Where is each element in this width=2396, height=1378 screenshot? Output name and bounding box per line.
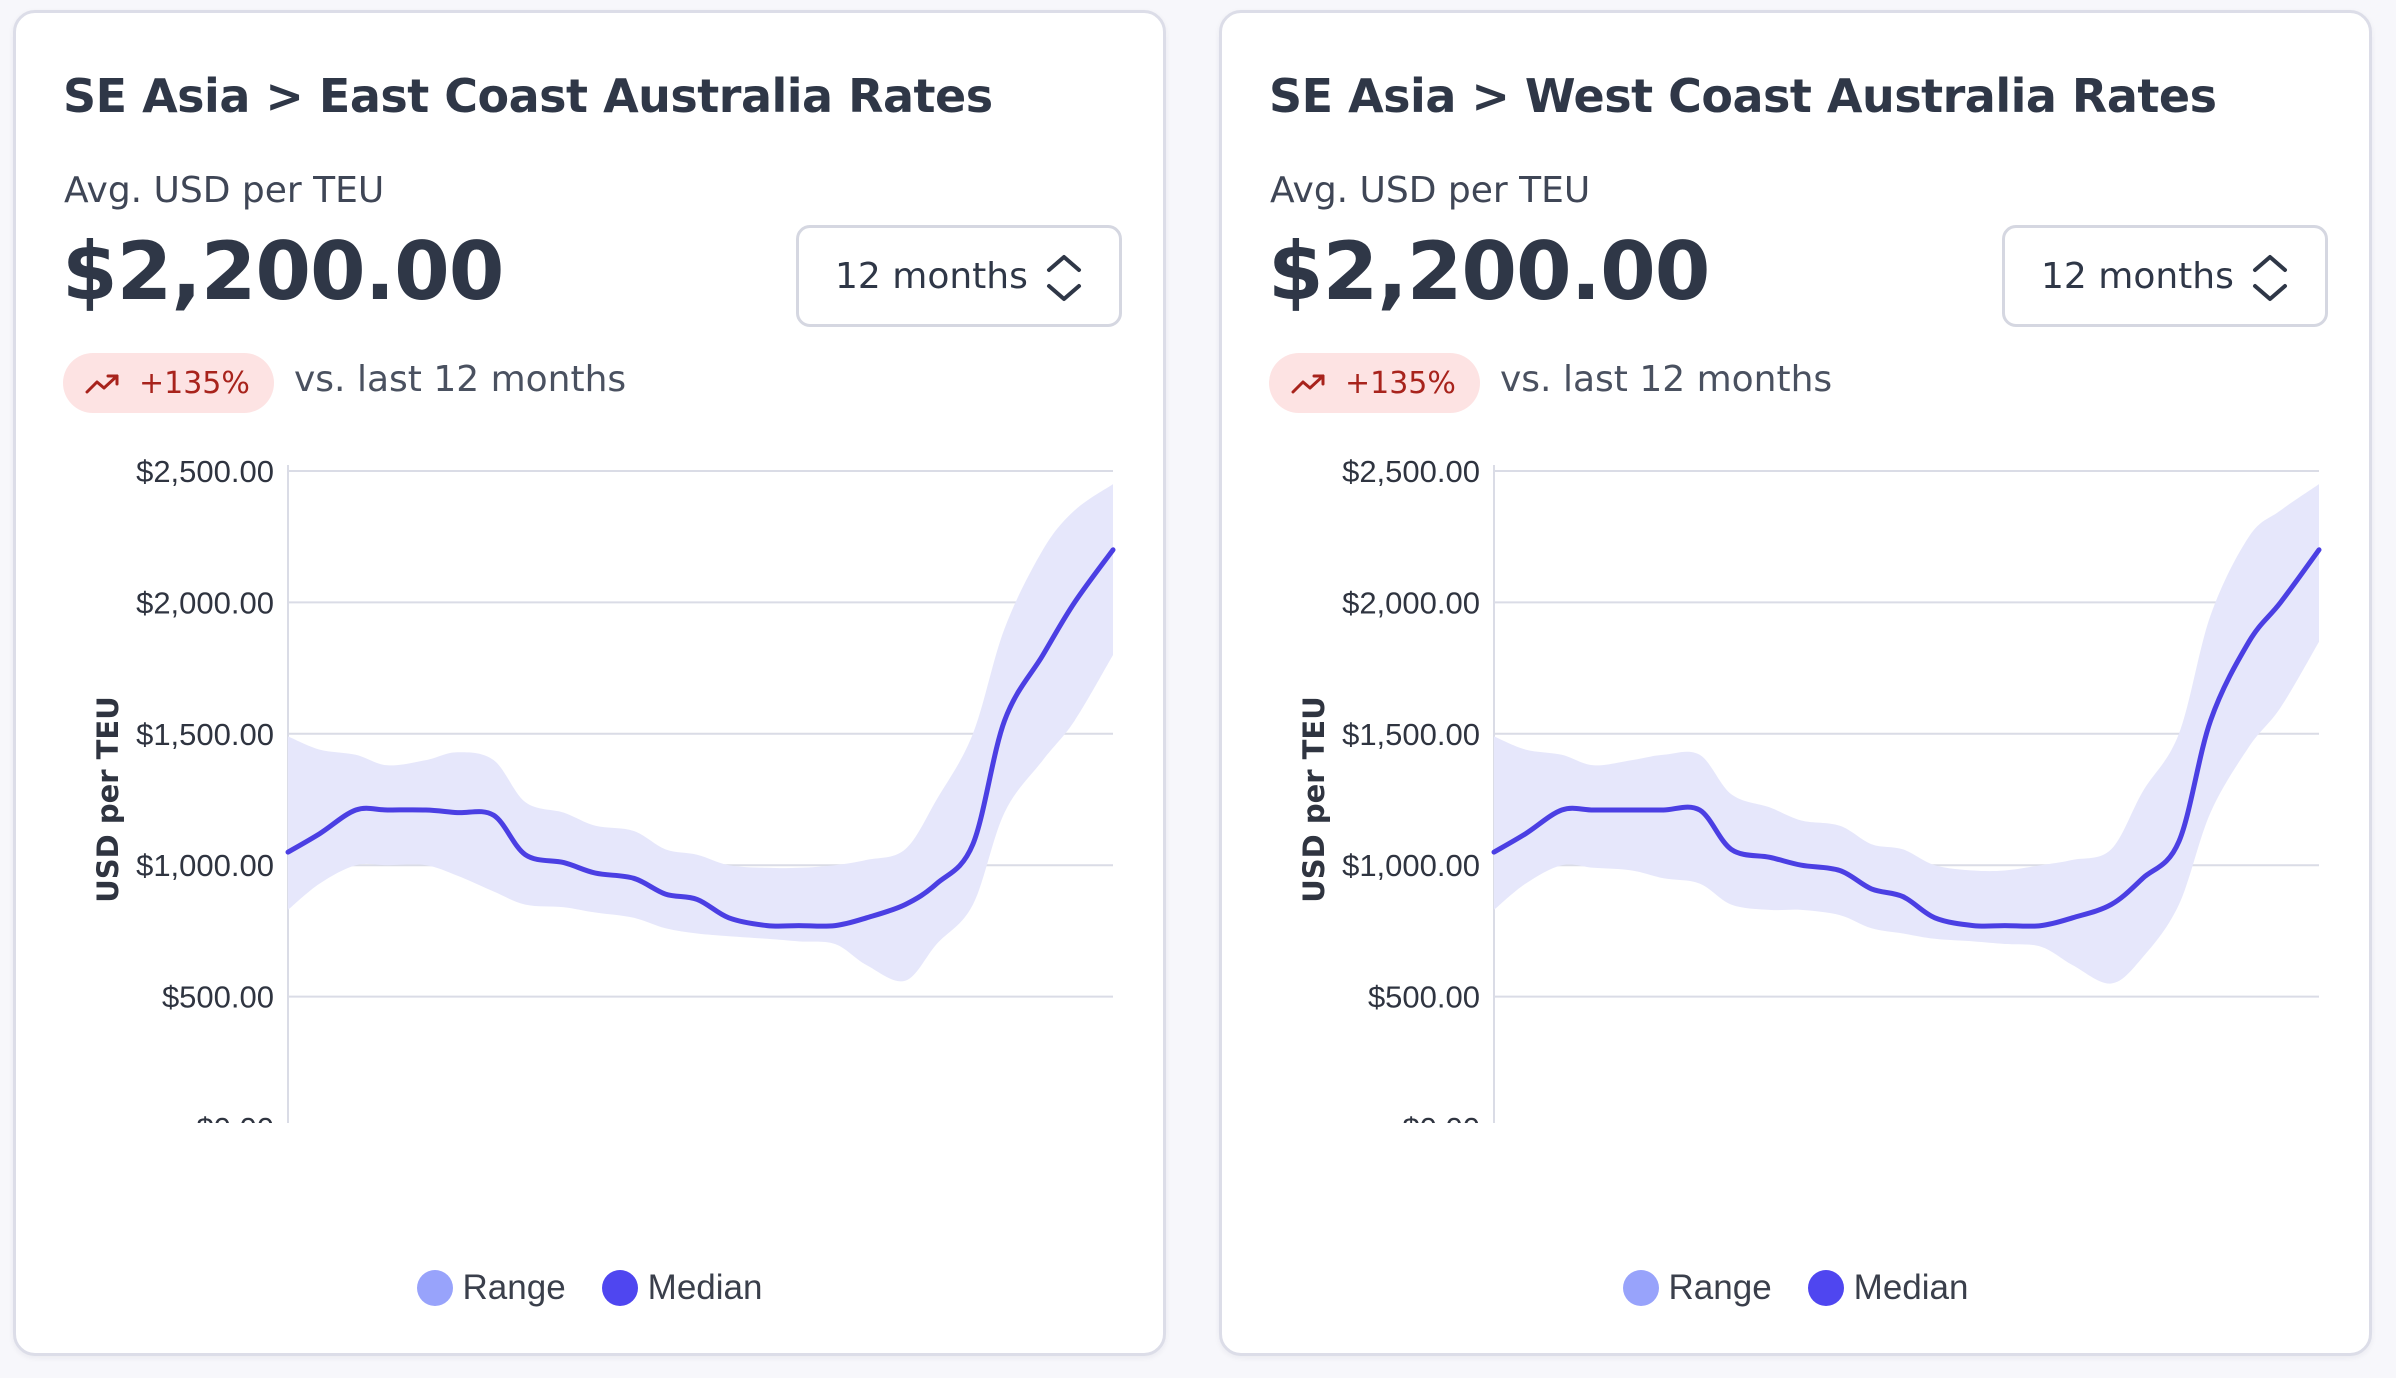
- y-tick-label: $2,500.00: [136, 454, 274, 489]
- change-badge-value: +135%: [1345, 365, 1456, 401]
- range-band: [288, 484, 1113, 982]
- change-badge: +135%: [1269, 353, 1480, 413]
- comparison-label: vs. last 12 months: [294, 359, 627, 400]
- legend-item-range[interactable]: Range: [416, 1268, 566, 1308]
- y-tick-label: $1,000.00: [136, 848, 274, 883]
- y-tick-label: $1,500.00: [136, 717, 274, 752]
- y-tick-label: $2,500.00: [1342, 454, 1480, 489]
- legend-swatch-median: [601, 1270, 638, 1306]
- change-badge-value: +135%: [139, 365, 250, 401]
- legend-item-median[interactable]: Median: [601, 1268, 763, 1308]
- metric-value: $2,200.00: [62, 225, 504, 318]
- legend-item-range[interactable]: Range: [1622, 1268, 1772, 1308]
- y-axis-title: USD per TEU: [1297, 696, 1331, 903]
- median-line: [285, 547, 1116, 929]
- legend-item-median[interactable]: Median: [1807, 1268, 1969, 1308]
- legend-label-median: Median: [647, 1268, 763, 1307]
- chart-legend: Range Median: [1222, 1268, 2369, 1308]
- y-tick-label: $0.00: [1402, 1111, 1480, 1123]
- y-tick-label: $1,500.00: [1342, 717, 1480, 752]
- y-tick-label: $2,000.00: [136, 585, 274, 620]
- y-tick-label: $0.00: [196, 1111, 274, 1123]
- legend-swatch-median: [1807, 1270, 1844, 1306]
- y-tick-label: $500.00: [1368, 980, 1480, 1015]
- rate-card-west-coast: SE Asia > West Coast Australia Rates Avg…: [1219, 10, 2372, 1356]
- chevron-up-down-icon: [2253, 255, 2287, 301]
- legend-label-range: Range: [462, 1268, 566, 1307]
- trending-up-icon: [85, 374, 119, 394]
- change-badge: +135%: [63, 353, 274, 413]
- trending-up-icon: [1291, 374, 1325, 394]
- range-band: [1494, 484, 2319, 984]
- y-tick-label: $1,000.00: [1342, 848, 1480, 883]
- card-title: SE Asia > East Coast Australia Rates: [63, 69, 993, 123]
- period-select-value: 12 months: [2041, 255, 2234, 297]
- comparison-label: vs. last 12 months: [1500, 359, 1833, 400]
- y-tick-label: $500.00: [162, 980, 274, 1015]
- card-title: SE Asia > West Coast Australia Rates: [1269, 69, 2217, 123]
- period-select-value: 12 months: [835, 255, 1028, 297]
- rate-chart: $0.00 $500.00 $1,000.00 $1,500.00 $2,000.00 $…: [1297, 454, 2322, 1123]
- period-select[interactable]: 12 months: [2002, 225, 2328, 327]
- metric-value: $2,200.00: [1268, 225, 1710, 318]
- rate-chart: $0.00 $500.00 $1,000.00 $1,500.00 $2,000.00 $…: [91, 454, 1116, 1123]
- y-tick-label: $2,000.00: [1342, 585, 1480, 620]
- legend-swatch-range: [416, 1270, 453, 1306]
- median-line: [1491, 547, 2322, 929]
- legend-swatch-range: [1622, 1270, 1659, 1306]
- metric-label: Avg. USD per TEU: [1270, 170, 1591, 211]
- period-select[interactable]: 12 months: [796, 225, 1122, 327]
- metric-label: Avg. USD per TEU: [64, 170, 385, 211]
- chart-legend: Range Median: [16, 1268, 1163, 1308]
- rate-card-east-coast: SE Asia > East Coast Australia Rates Avg…: [13, 10, 1166, 1356]
- y-axis-title: USD per TEU: [91, 696, 125, 903]
- legend-label-median: Median: [1853, 1268, 1969, 1307]
- legend-label-range: Range: [1668, 1268, 1772, 1307]
- chevron-up-down-icon: [1047, 255, 1081, 301]
